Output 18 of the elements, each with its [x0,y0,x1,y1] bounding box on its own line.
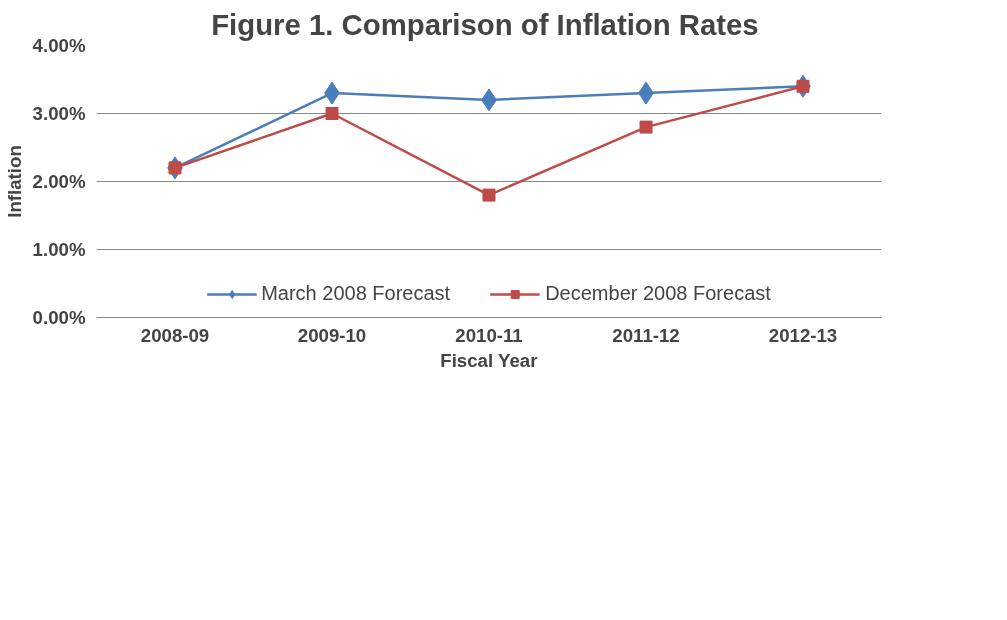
x-tick-label: 2012-13 [768,324,838,346]
chart-title: Figure 1. Comparison of Inflation Rates [211,7,759,41]
y-tick-label: 3.00% [32,103,86,124]
x-tick-label: 2011-12 [612,324,680,346]
y-tick-label: 4.00% [32,35,86,56]
x-tick-label: 2010-11 [455,324,523,346]
y-tick-label: 2.00% [32,171,86,192]
point [325,107,339,120]
y-tick-label: 0.00% [32,307,86,328]
point [639,120,653,134]
y-tick-label: 1.00% [32,239,86,260]
x-axis-title: Fiscal Year [440,349,538,371]
x-tick-label: 2009-10 [297,324,367,346]
legend-label: December 2008 Forecast [545,282,771,305]
point [482,188,496,202]
y-axis-title: Inflation [3,145,25,218]
x-tick-label: 2008-09 [140,324,210,346]
legend-label: March 2008 Forecast [261,282,451,305]
